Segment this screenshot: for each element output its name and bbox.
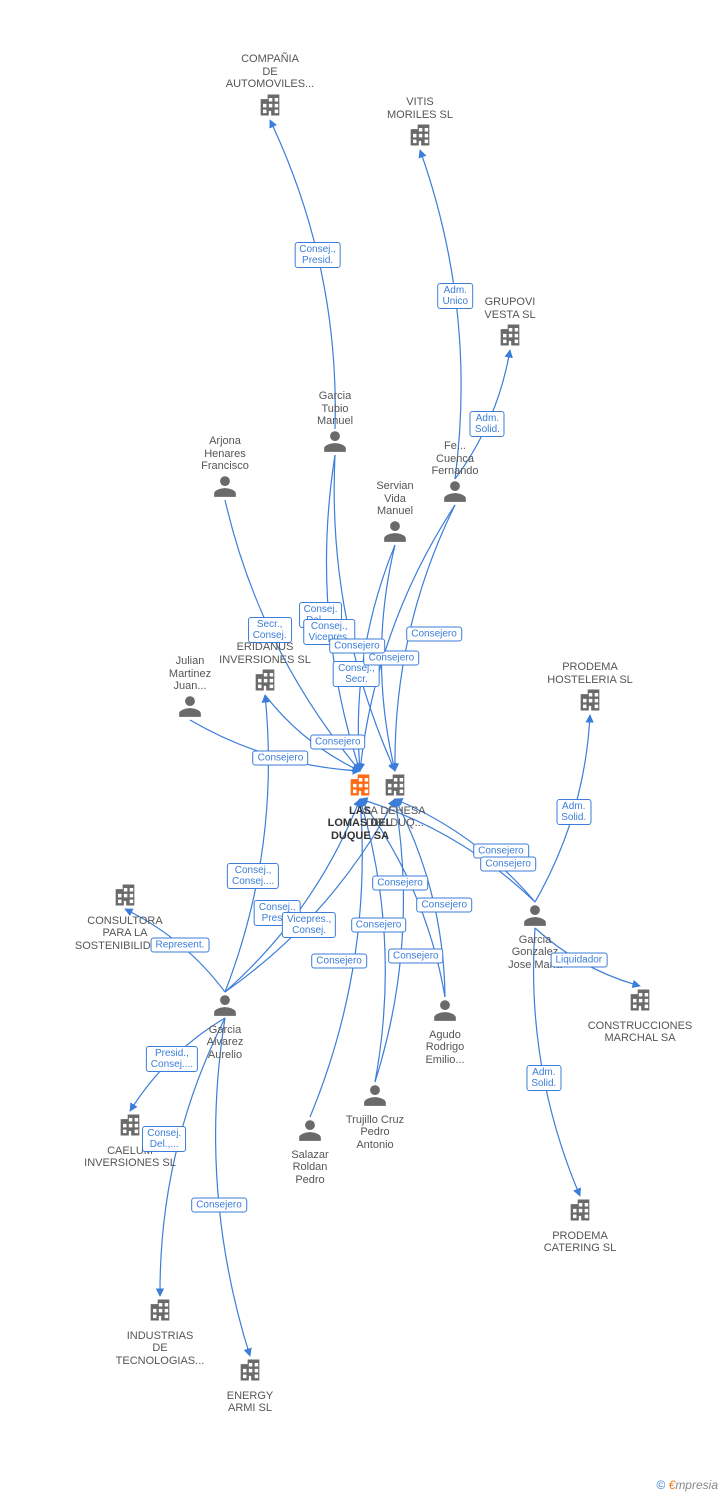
node-label: GRUPOVIVESTA SL xyxy=(450,296,570,321)
edge-label: Consej.Del.,... xyxy=(299,602,343,628)
node-dehesa[interactable]: LA DEHESADEL DUQ... xyxy=(335,771,455,830)
node-agudo[interactable]: AgudoRodrigoEmilio... xyxy=(385,997,505,1067)
node-trujillo[interactable]: Trujillo CruzPedroAntonio xyxy=(315,1082,435,1152)
node-label: CONSTRUCCIONESMARCHAL SA xyxy=(580,1020,700,1045)
node-garcia_gon[interactable]: GarciaGonzalezJose Maria xyxy=(475,902,595,972)
node-energy[interactable]: ENERGYARMI SL xyxy=(190,1356,310,1415)
node-label: Fe...CuencaFernando xyxy=(395,440,515,478)
brand-rest: mpresia xyxy=(675,1478,718,1492)
edge-label: Consejero xyxy=(253,751,309,766)
person-icon xyxy=(322,428,348,458)
edge-label: Consejero xyxy=(191,1198,247,1213)
node-vitis[interactable]: VITISMORILES SL xyxy=(360,94,480,153)
edge-label: Consejero xyxy=(473,843,529,858)
edge-garcia_tubio-automoviles xyxy=(270,120,335,429)
person-icon xyxy=(362,1082,388,1112)
node-label: LA DEHESADEL DUQ... xyxy=(335,805,455,830)
edge-julian-lomas xyxy=(190,720,360,771)
node-label: ArjonaHenaresFrancisco xyxy=(165,435,285,473)
edge-label: Consej.,Presid. xyxy=(294,242,341,268)
edge-label: Consejero xyxy=(310,735,366,750)
edge-salazar-lomas xyxy=(310,799,362,1117)
node-consultora[interactable]: CONSULTORAPARA LASOSTENIBILIDAD... xyxy=(65,881,185,953)
node-label: SalazarRoldanPedro xyxy=(250,1149,370,1187)
company-icon xyxy=(111,881,139,913)
node-label: GarciaTubioManuel xyxy=(275,390,395,428)
node-label: JulianMartinezJuan... xyxy=(130,655,250,693)
company-icon xyxy=(256,91,284,123)
edge-label: Vicepres.,Consej. xyxy=(282,912,336,938)
edges-layer xyxy=(0,0,728,1500)
company-icon xyxy=(381,771,409,803)
edge-eridanus-lomas xyxy=(265,695,360,771)
node-label: Trujillo CruzPedroAntonio xyxy=(315,1114,435,1152)
node-arjona[interactable]: ArjonaHenaresFrancisco xyxy=(165,433,285,503)
company-icon xyxy=(566,1196,594,1228)
company-icon xyxy=(146,1296,174,1328)
edge-label: Consejero xyxy=(351,918,407,933)
person-icon xyxy=(177,693,203,723)
edge-label: Consejero xyxy=(388,948,444,963)
edge-label: Consejero xyxy=(406,627,462,642)
node-label: PRODEMACATERING SL xyxy=(520,1230,640,1255)
person-icon xyxy=(442,478,468,508)
copyright-symbol: © xyxy=(656,1478,665,1492)
edge-servian-dehesa xyxy=(381,545,395,771)
person-icon xyxy=(432,997,458,1027)
company-icon xyxy=(406,121,434,153)
edge-label: Consejero xyxy=(480,857,536,872)
edge-servian-lomas xyxy=(358,545,395,771)
node-label: AgudoRodrigoEmilio... xyxy=(385,1029,505,1067)
node-label: GarciaAlvarezAurelio xyxy=(165,1024,285,1062)
edge-label: Adm.Solid. xyxy=(556,799,591,825)
node-caelum[interactable]: CAELUMINVERSIONES SL xyxy=(70,1111,190,1170)
edge-label: Consej.,Secr. xyxy=(333,661,380,687)
company-icon xyxy=(251,666,279,698)
edge-label: Consejero xyxy=(416,897,472,912)
edge-label: Adm.Solid. xyxy=(470,411,505,437)
node-cuenca[interactable]: Fe...CuencaFernando xyxy=(395,438,515,508)
company-icon xyxy=(576,686,604,718)
person-icon xyxy=(382,518,408,548)
edge-label: Adm.Solid. xyxy=(526,1065,561,1091)
node-label: VITISMORILES SL xyxy=(360,96,480,121)
company-icon xyxy=(116,1111,144,1143)
company-icon xyxy=(236,1356,264,1388)
node-automoviles[interactable]: COMPAÑIADEAUTOMOVILES... xyxy=(210,51,330,123)
edge-garcia_alv-energy xyxy=(216,1018,250,1356)
edge-garcia_gon-prodema_h xyxy=(535,715,590,902)
company-icon xyxy=(626,986,654,1018)
node-construc[interactable]: CONSTRUCCIONESMARCHAL SA xyxy=(580,986,700,1045)
person-icon xyxy=(522,902,548,932)
watermark: © €mpresia xyxy=(656,1478,718,1492)
node-label: COMPAÑIADEAUTOMOVILES... xyxy=(210,53,330,91)
node-label: PRODEMAHOSTELERIA SL xyxy=(530,661,650,686)
edge-garcia_alv-eridanus xyxy=(225,695,268,992)
edge-label: Consej.,Presid. xyxy=(254,900,301,926)
node-label: CONSULTORAPARA LASOSTENIBILIDAD... xyxy=(65,915,185,953)
node-prodema_c[interactable]: PRODEMACATERING SL xyxy=(520,1196,640,1255)
node-grupovi[interactable]: GRUPOVIVESTA SL xyxy=(450,294,570,353)
node-garcia_alv[interactable]: GarciaAlvarezAurelio xyxy=(165,992,285,1062)
edge-label: Consejero xyxy=(364,651,420,666)
node-prodema_h[interactable]: PRODEMAHOSTELERIA SL xyxy=(530,659,650,718)
company-icon xyxy=(496,321,524,353)
edge-label: Consejero xyxy=(329,638,385,653)
node-garcia_tubio[interactable]: GarciaTubioManuel xyxy=(275,388,395,458)
node-label: CAELUMINVERSIONES SL xyxy=(70,1145,190,1170)
person-icon xyxy=(212,473,238,503)
node-julian[interactable]: JulianMartinezJuan... xyxy=(130,653,250,723)
node-label: ENERGYARMI SL xyxy=(190,1390,310,1415)
edge-label: Consejero xyxy=(311,954,367,969)
edge-label: Consejero xyxy=(372,876,428,891)
person-icon xyxy=(212,992,238,1022)
node-label: GarciaGonzalezJose Maria xyxy=(475,934,595,972)
edge-label: Consej.,Consej.... xyxy=(227,863,279,889)
